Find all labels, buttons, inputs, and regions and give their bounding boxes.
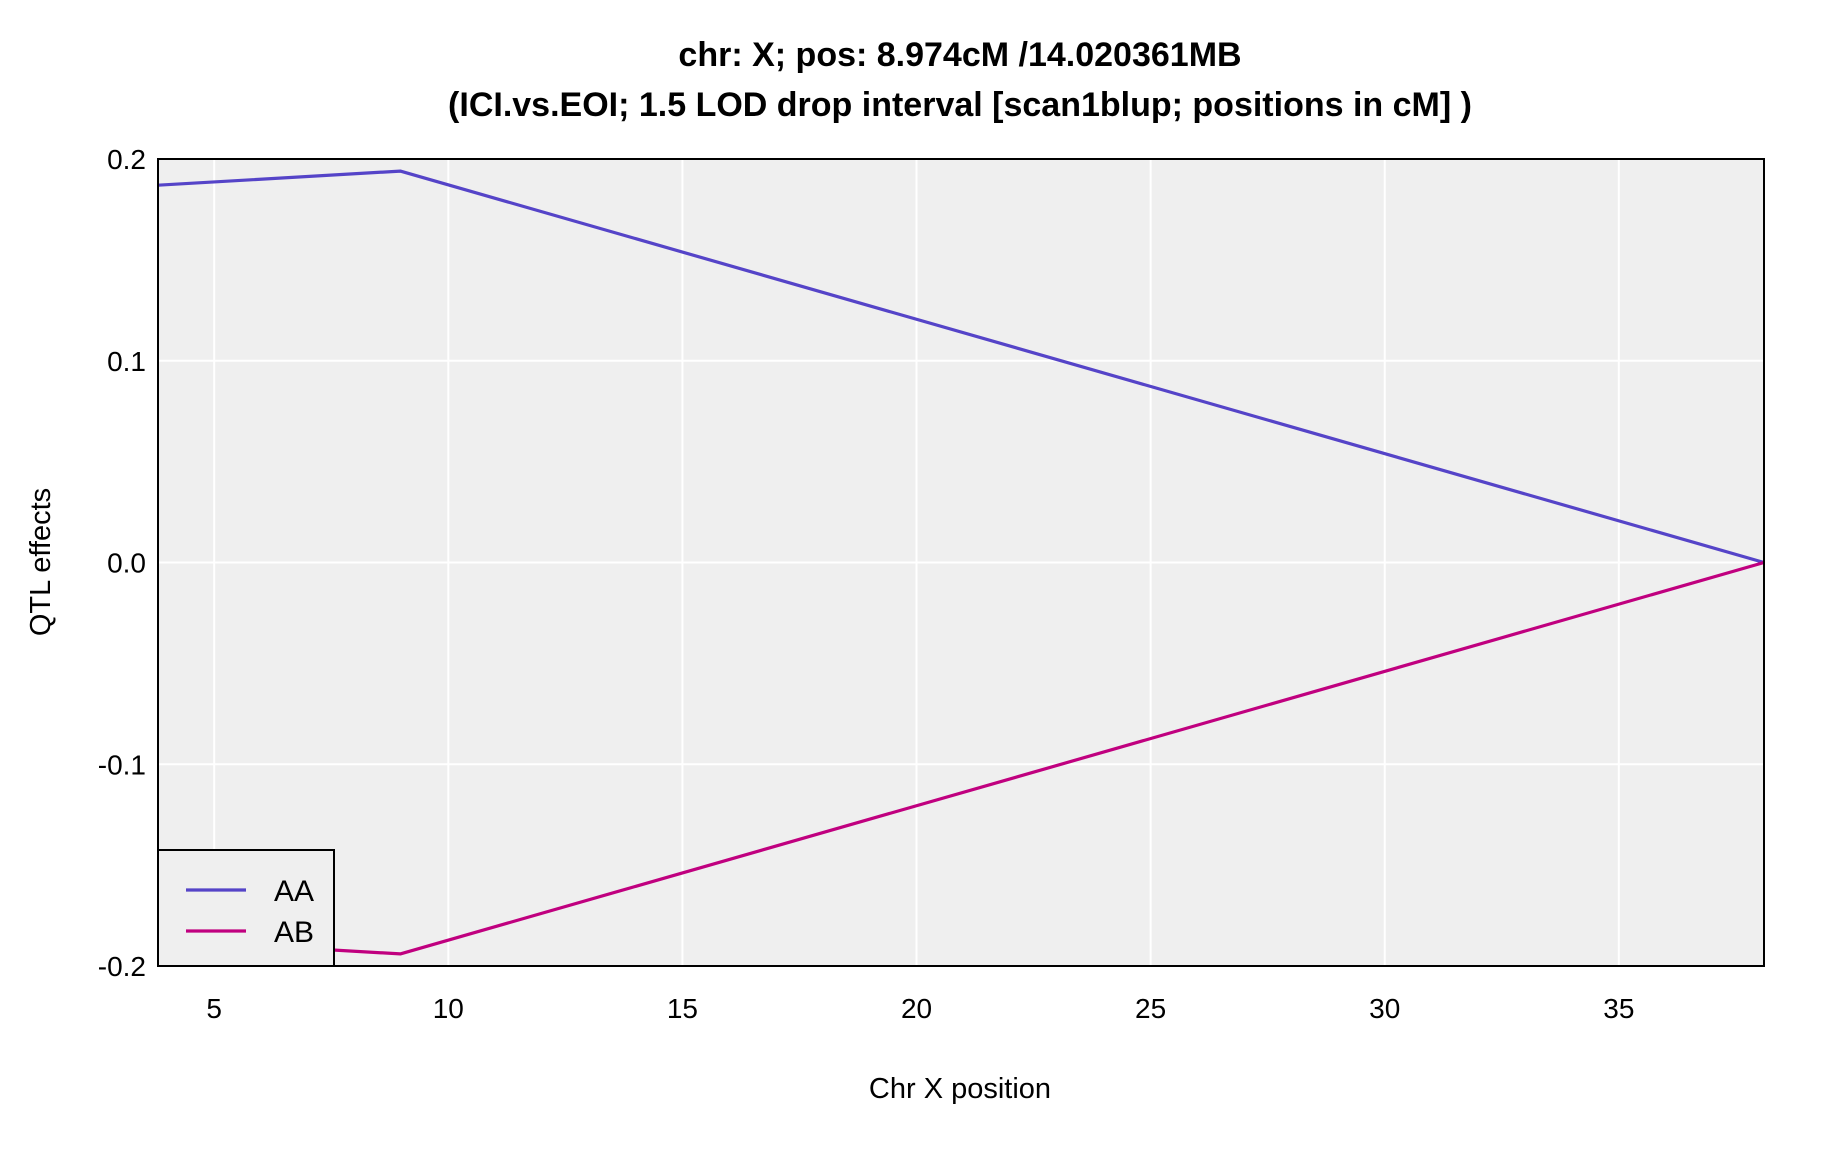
series-line-aa [157,169,1765,565]
y-tick-label: -0.1 [98,749,146,780]
x-tick-label: 10 [433,993,464,1024]
legend-label-aa: AA [274,875,314,908]
legend-label-ab: AB [274,916,314,949]
x-tick-label: 25 [1135,993,1166,1024]
chart-title-line2: (ICI.vs.EOI; 1.5 LOD drop interval [scan… [448,86,1472,124]
x-tick-label: 35 [1603,993,1634,1024]
legend: AA AB [157,849,335,967]
y-tick-label: 0.1 [107,346,146,377]
chart-title-line1: chr: X; pos: 8.974cM /14.020361MB [678,36,1241,74]
legend-box [157,849,335,967]
y-axis-title: QTL effects [25,488,57,636]
x-tick-label: 15 [667,993,698,1024]
plot-frame [157,158,1765,967]
y-tick-label: 0.2 [107,144,146,175]
x-axis-ticks: 5 10 15 20 25 30 35 [206,993,1634,1024]
x-tick-label: 5 [206,993,222,1024]
y-axis-ticks: -0.2 -0.1 0.0 0.1 0.2 [98,144,146,982]
x-axis-title: Chr X position [869,1073,1051,1105]
y-tick-label: -0.2 [98,951,146,982]
x-tick-label: 20 [901,993,932,1024]
x-tick-label: 30 [1369,993,1400,1024]
y-tick-label: 0.0 [107,548,146,579]
